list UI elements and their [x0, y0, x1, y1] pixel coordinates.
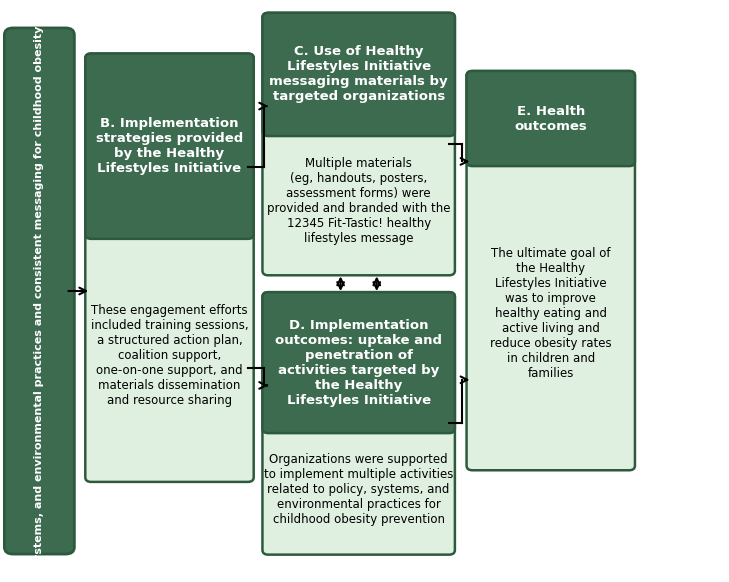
- Text: Multiple materials
(eg, handouts, posters,
assessment forms) were
provided and b: Multiple materials (eg, handouts, poster…: [267, 157, 451, 245]
- Text: The ultimate goal of
the Healthy
Lifestyles Initiative
was to improve
healthy ea: The ultimate goal of the Healthy Lifesty…: [490, 247, 612, 380]
- FancyBboxPatch shape: [262, 13, 455, 136]
- FancyBboxPatch shape: [262, 292, 455, 555]
- Text: E. Health
outcomes: E. Health outcomes: [515, 105, 587, 133]
- FancyBboxPatch shape: [467, 71, 635, 470]
- FancyBboxPatch shape: [262, 292, 455, 433]
- Text: Organizations were supported
to implement multiple activities
related to policy,: Organizations were supported to implemen…: [264, 453, 453, 526]
- Text: A. Policy, systems, and environmental practices and consistent messaging for chi: A. Policy, systems, and environmental pr…: [34, 0, 44, 582]
- FancyBboxPatch shape: [262, 13, 455, 275]
- Text: These engagement efforts
included training sessions,
a structured action plan,
c: These engagement efforts included traini…: [90, 304, 249, 407]
- Text: C. Use of Healthy
Lifestyles Initiative
messaging materials by
targeted organiza: C. Use of Healthy Lifestyles Initiative …: [269, 45, 448, 104]
- FancyBboxPatch shape: [85, 54, 254, 482]
- FancyBboxPatch shape: [85, 54, 254, 239]
- FancyBboxPatch shape: [4, 28, 74, 554]
- Text: D. Implementation
outcomes: uptake and
penetration of
activities targeted by
the: D. Implementation outcomes: uptake and p…: [275, 318, 443, 407]
- FancyBboxPatch shape: [467, 71, 635, 166]
- Text: B. Implementation
strategies provided
by the Healthy
Lifestyles Initiative: B. Implementation strategies provided by…: [96, 117, 243, 175]
